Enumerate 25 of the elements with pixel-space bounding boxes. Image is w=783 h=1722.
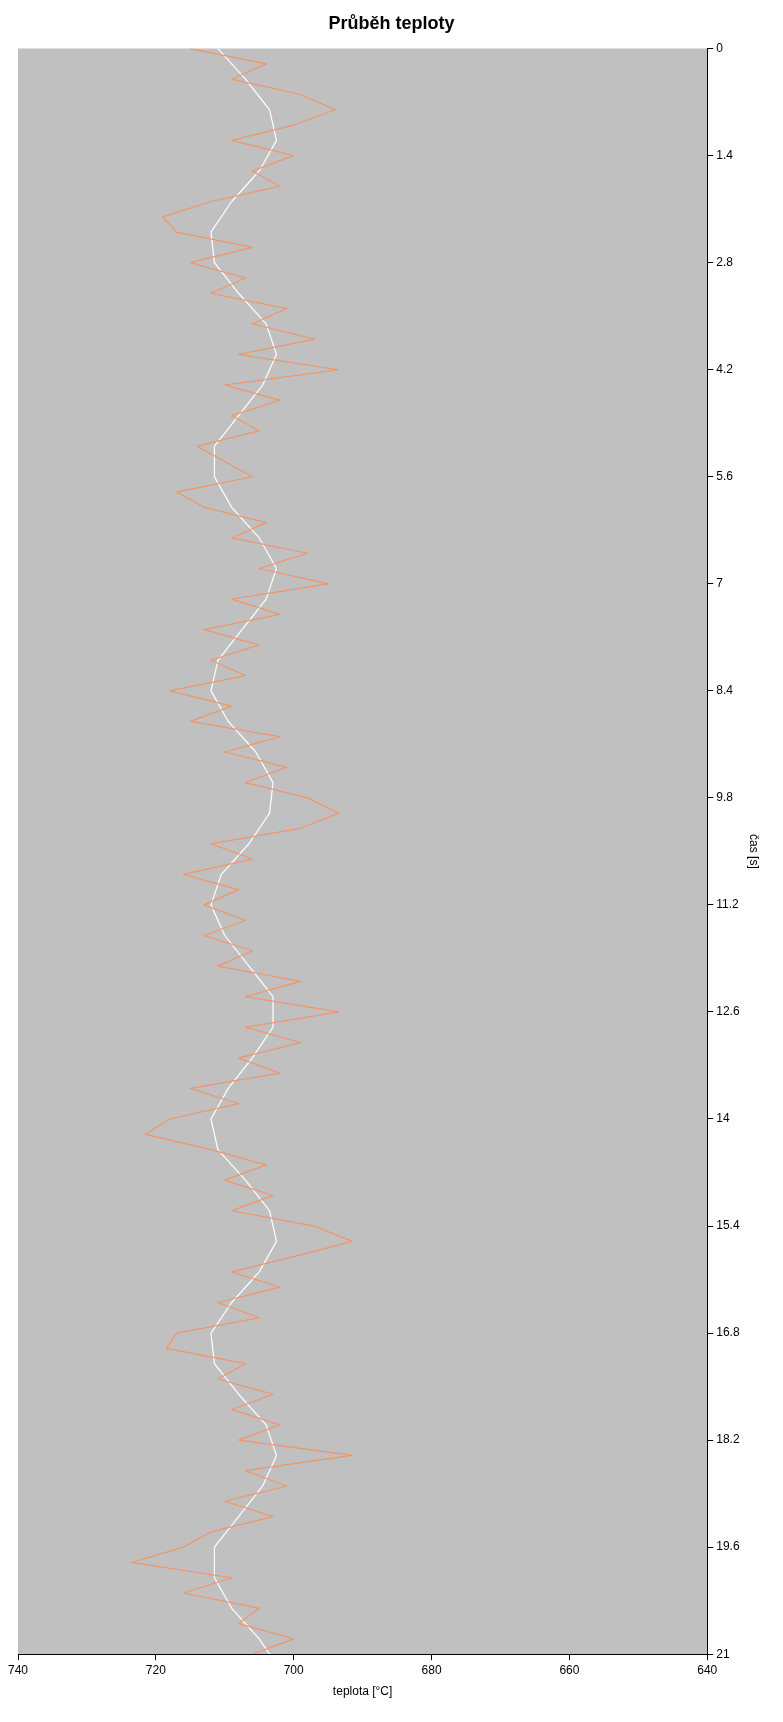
y-tick-label: 12.6 <box>716 1004 740 1019</box>
y-tick-label: 14 <box>716 1111 730 1126</box>
x-tick-label: 740 <box>7 1662 29 1677</box>
y-tick-label: 16.8 <box>716 1325 740 1340</box>
x-tick-label: 680 <box>421 1662 442 1677</box>
x-axis-title: teplota [°C] <box>332 1684 393 1699</box>
y-tick-label: 18.2 <box>716 1432 740 1447</box>
y-tick-label: 0 <box>716 40 724 55</box>
y-tick-label: 9.8 <box>716 790 734 805</box>
y-axis-title: čas [s] <box>747 834 762 869</box>
chart-title: Průběh teploty <box>328 12 455 33</box>
y-tick-label: 7 <box>716 576 724 591</box>
x-tick-label: 720 <box>145 1662 167 1677</box>
y-tick-label: 1.4 <box>716 147 734 162</box>
y-tick-label: 21 <box>716 1646 730 1661</box>
y-tick-label: 11.2 <box>716 897 740 912</box>
x-tick-label: 640 <box>697 1662 718 1677</box>
y-tick-label: 5.6 <box>716 469 734 484</box>
y-tick-label: 19.6 <box>716 1539 740 1554</box>
y-tick-label: 2.8 <box>716 254 734 269</box>
y-tick-label: 15.4 <box>716 1218 740 1233</box>
y-tick-label: 8.4 <box>716 683 734 698</box>
y-tick-label: 4.2 <box>716 362 734 377</box>
x-tick-label: 700 <box>283 1662 305 1677</box>
x-tick-label: 660 <box>559 1662 580 1677</box>
